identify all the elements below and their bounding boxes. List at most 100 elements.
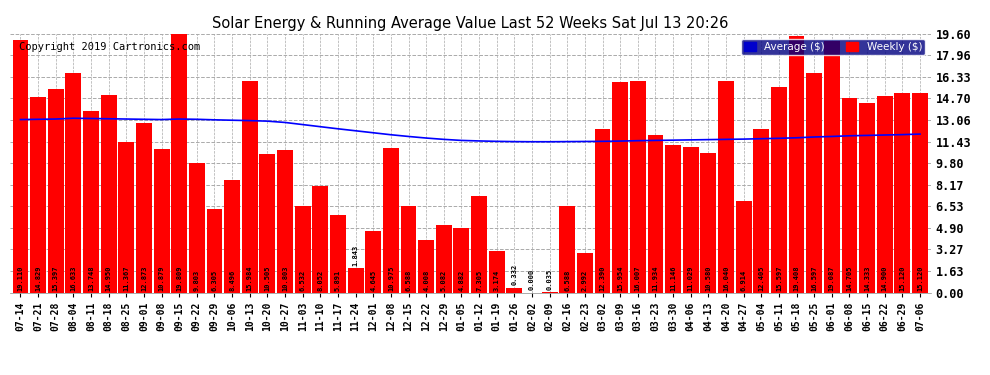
- Bar: [13, 40, 29, 292]
- Bar: [171, 31, 187, 292]
- Text: 8.052: 8.052: [318, 269, 324, 291]
- Bar: [894, 93, 911, 292]
- Bar: [683, 147, 699, 292]
- Text: 19.809: 19.809: [176, 265, 182, 291]
- Bar: [347, 268, 363, 292]
- Text: 16.597: 16.597: [811, 265, 817, 291]
- Bar: [418, 240, 434, 292]
- Text: 15.120: 15.120: [917, 265, 923, 291]
- Bar: [612, 82, 628, 292]
- Text: 7.305: 7.305: [476, 269, 482, 291]
- Bar: [453, 228, 469, 292]
- Text: 6.532: 6.532: [300, 269, 306, 291]
- Text: 13.748: 13.748: [88, 265, 94, 291]
- Text: 15.984: 15.984: [247, 265, 252, 291]
- Bar: [136, 123, 151, 292]
- Text: 6.914: 6.914: [741, 269, 746, 291]
- Text: 19.408: 19.408: [794, 265, 800, 291]
- Text: 16.007: 16.007: [635, 265, 641, 291]
- Bar: [912, 93, 928, 292]
- Bar: [736, 201, 751, 292]
- Bar: [30, 97, 47, 292]
- Bar: [401, 206, 417, 292]
- Text: 0.000: 0.000: [529, 268, 535, 290]
- Bar: [595, 129, 611, 292]
- Text: 15.597: 15.597: [776, 265, 782, 291]
- Bar: [718, 81, 734, 292]
- Text: 2.992: 2.992: [582, 269, 588, 291]
- Text: 10.505: 10.505: [264, 265, 270, 291]
- Bar: [789, 36, 805, 292]
- Text: 12.405: 12.405: [758, 265, 764, 291]
- Text: 14.705: 14.705: [846, 265, 852, 291]
- Text: 14.333: 14.333: [864, 265, 870, 291]
- Text: 0.035: 0.035: [546, 268, 552, 290]
- Bar: [153, 149, 169, 292]
- Bar: [489, 251, 505, 292]
- Text: 15.120: 15.120: [899, 265, 906, 291]
- Bar: [277, 150, 293, 292]
- Bar: [259, 154, 275, 292]
- Bar: [824, 40, 840, 292]
- Text: 8.496: 8.496: [229, 269, 236, 291]
- Legend: Average ($), Weekly ($): Average ($), Weekly ($): [741, 39, 926, 55]
- Text: 4.645: 4.645: [370, 269, 376, 291]
- Bar: [365, 231, 381, 292]
- Text: 0.332: 0.332: [512, 264, 518, 285]
- Text: 15.954: 15.954: [617, 265, 623, 291]
- Text: 5.891: 5.891: [335, 269, 341, 291]
- Text: 19.087: 19.087: [829, 265, 835, 291]
- Bar: [842, 98, 857, 292]
- Text: 11.934: 11.934: [652, 265, 658, 291]
- Title: Solar Energy & Running Average Value Last 52 Weeks Sat Jul 13 20:26: Solar Energy & Running Average Value Las…: [212, 16, 729, 31]
- Text: 4.008: 4.008: [423, 269, 429, 291]
- Text: 5.082: 5.082: [441, 269, 446, 291]
- Bar: [224, 180, 240, 292]
- Text: 12.873: 12.873: [141, 265, 147, 291]
- Bar: [877, 96, 893, 292]
- Text: 16.040: 16.040: [723, 265, 729, 291]
- Bar: [665, 146, 681, 292]
- Text: 14.900: 14.900: [882, 265, 888, 291]
- Bar: [119, 142, 135, 292]
- Bar: [630, 81, 645, 292]
- Text: 14.829: 14.829: [35, 265, 42, 291]
- Text: 10.879: 10.879: [158, 265, 164, 291]
- Bar: [436, 225, 451, 292]
- Bar: [242, 81, 257, 292]
- Bar: [207, 209, 223, 292]
- Text: 9.803: 9.803: [194, 269, 200, 291]
- Bar: [313, 186, 329, 292]
- Text: 1.843: 1.843: [352, 244, 358, 266]
- Bar: [101, 95, 117, 292]
- Bar: [700, 153, 717, 292]
- Text: 15.397: 15.397: [52, 265, 58, 291]
- Text: 6.588: 6.588: [406, 269, 412, 291]
- Text: 10.975: 10.975: [388, 265, 394, 291]
- Bar: [507, 288, 523, 292]
- Bar: [48, 89, 63, 292]
- Bar: [83, 111, 99, 292]
- Text: Copyright 2019 Cartronics.com: Copyright 2019 Cartronics.com: [19, 42, 200, 51]
- Bar: [471, 196, 487, 292]
- Text: 6.305: 6.305: [212, 269, 218, 291]
- Text: 12.390: 12.390: [600, 265, 606, 291]
- Text: 10.580: 10.580: [705, 265, 712, 291]
- Text: 16.633: 16.633: [70, 265, 76, 291]
- Bar: [189, 163, 205, 292]
- Bar: [330, 215, 346, 292]
- Bar: [753, 129, 769, 292]
- Bar: [806, 74, 822, 292]
- Bar: [577, 253, 593, 292]
- Text: 19.110: 19.110: [18, 265, 24, 291]
- Bar: [65, 73, 81, 292]
- Bar: [383, 148, 399, 292]
- Text: 11.367: 11.367: [124, 265, 130, 291]
- Text: 11.146: 11.146: [670, 265, 676, 291]
- Bar: [859, 103, 875, 292]
- Bar: [771, 87, 787, 292]
- Text: 14.950: 14.950: [106, 265, 112, 291]
- Text: 11.029: 11.029: [688, 265, 694, 291]
- Text: 6.588: 6.588: [564, 269, 570, 291]
- Text: 4.882: 4.882: [458, 269, 464, 291]
